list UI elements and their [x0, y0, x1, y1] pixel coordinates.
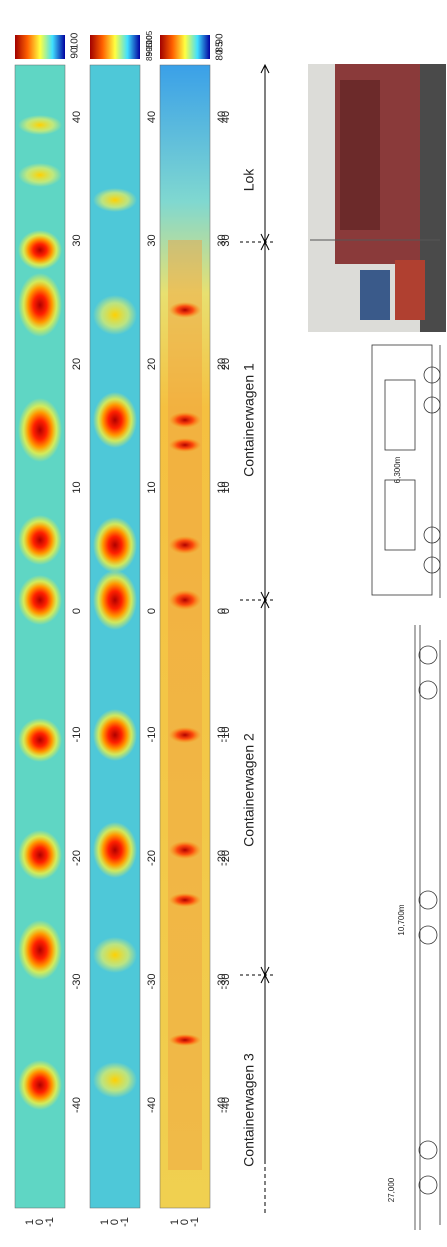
- x-tick-label: -40: [220, 1097, 232, 1113]
- section-label: Containerwagen 3: [241, 1053, 257, 1167]
- hot-spot: [18, 920, 62, 980]
- hot-spot: [169, 412, 201, 428]
- container: [395, 260, 425, 320]
- x-tick-label: 10: [71, 481, 83, 493]
- x-tick-label: 10: [146, 481, 158, 493]
- section-label: Lok: [241, 168, 257, 192]
- y-tick-label: -1: [44, 1217, 56, 1227]
- hot-spot: [169, 302, 201, 318]
- figure: 1009010-1403020100-10-20-30-401051009590…: [0, 0, 447, 1242]
- container: [360, 270, 390, 320]
- x-tick-label: 40: [71, 111, 83, 123]
- wheel: [419, 1176, 437, 1194]
- x-tick-label: -40: [71, 1097, 83, 1113]
- wheel: [419, 646, 437, 664]
- colorbar: [160, 35, 210, 59]
- x-tick-label: 0: [71, 608, 83, 614]
- x-tick-label: 30: [146, 234, 158, 246]
- hot-spot: [169, 727, 201, 743]
- hot-spot: [93, 295, 137, 335]
- locomotive-side: [340, 80, 380, 230]
- hot-spot: [18, 230, 62, 270]
- x-tick-label: -20: [146, 850, 158, 866]
- hot-spot: [18, 163, 62, 187]
- x-tick-label: 30: [220, 234, 232, 246]
- wheel: [419, 681, 437, 699]
- hot-spot: [169, 1034, 201, 1046]
- x-tick-label: 0: [146, 608, 158, 614]
- loco-grille: [385, 480, 415, 550]
- hot-spot: [18, 273, 62, 337]
- hot-spot: [169, 893, 201, 907]
- x-tick-label: 10: [220, 481, 232, 493]
- wheel: [419, 1141, 437, 1159]
- x-tick-label: -40: [146, 1097, 158, 1113]
- hot-spot: [18, 830, 62, 880]
- y-tick-label: -1: [189, 1217, 201, 1227]
- hot-spot: [93, 188, 137, 212]
- x-tick-label: -30: [220, 974, 232, 990]
- x-tick-label: -10: [146, 727, 158, 743]
- colorbar-label: 100: [70, 32, 81, 49]
- hot-spot: [18, 575, 62, 625]
- hot-spot: [18, 115, 62, 135]
- wheel: [419, 891, 437, 909]
- loco-drawing: [372, 345, 440, 598]
- section-label: Containerwagen 2: [241, 733, 257, 847]
- dimension-label: 10,700m: [397, 904, 406, 935]
- hot-spot: [169, 536, 201, 554]
- x-tick-label: -20: [220, 850, 232, 866]
- x-tick-label: 40: [220, 111, 232, 123]
- x-tick-label: 40: [146, 111, 158, 123]
- x-tick-label: -10: [71, 727, 83, 743]
- x-tick-label: 30: [71, 234, 83, 246]
- x-tick-label: 20: [71, 358, 83, 370]
- x-tick-label: -20: [71, 850, 83, 866]
- loco-grille: [385, 380, 415, 450]
- wagon-drawing: [415, 625, 440, 1230]
- x-tick-label: 20: [220, 358, 232, 370]
- hot-spot: [169, 841, 201, 859]
- hot-spot: [93, 392, 137, 448]
- hot-spot: [93, 570, 137, 630]
- y-tick-label: -1: [119, 1217, 131, 1227]
- hot-spot: [18, 718, 62, 762]
- colorbar-label: 80: [215, 49, 226, 61]
- dimension-label: 27,000: [387, 1177, 396, 1202]
- hot-spot: [93, 709, 137, 761]
- colorbar-label: 90: [70, 47, 81, 59]
- colorbar: [15, 35, 65, 59]
- colorbar: [90, 35, 140, 59]
- x-tick-label: -10: [220, 727, 232, 743]
- heatmap-band: [168, 240, 202, 1170]
- hot-spot: [93, 1062, 137, 1098]
- x-tick-label: 0: [220, 608, 232, 614]
- x-tick-label: 20: [146, 358, 158, 370]
- wheel: [419, 926, 437, 944]
- hot-spot: [18, 1060, 62, 1110]
- photo: [308, 64, 446, 332]
- hot-spot: [18, 515, 62, 565]
- heatmap-bg: [90, 65, 140, 1208]
- x-tick-label: -30: [71, 974, 83, 990]
- dimension-label: 6,300m: [393, 456, 402, 483]
- hot-spot: [93, 517, 137, 573]
- x-tick-label: -30: [146, 974, 158, 990]
- hot-spot: [169, 590, 201, 610]
- section-label: Containerwagen 1: [241, 363, 257, 477]
- hot-spot: [93, 937, 137, 973]
- colorbar-label: 85: [145, 52, 154, 61]
- hot-spot: [93, 822, 137, 878]
- heatmaps: [15, 35, 210, 1208]
- hot-spot: [18, 398, 62, 462]
- hot-spot: [169, 438, 201, 452]
